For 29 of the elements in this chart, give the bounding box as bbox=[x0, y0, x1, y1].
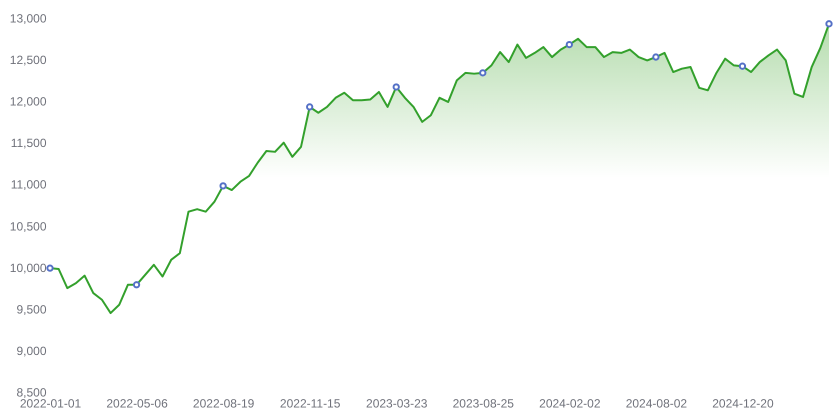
y-tick-label: 11,500 bbox=[10, 136, 47, 150]
point bbox=[825, 20, 833, 28]
y-tick-label: 12,500 bbox=[10, 53, 47, 68]
x-tick-label: 2022-08-19 bbox=[192, 396, 255, 410]
point bbox=[479, 69, 486, 76]
x-tick-label: 2023-08-25 bbox=[452, 396, 514, 410]
x-tick-label: 2022-05-06 bbox=[106, 396, 168, 410]
y-tick-label: 9,000 bbox=[16, 344, 47, 358]
point bbox=[46, 264, 54, 272]
x-tick-label: 2024-12-20 bbox=[712, 396, 774, 410]
y-tick-label: 12,000 bbox=[10, 94, 47, 109]
y-tick-label: 11,000 bbox=[10, 178, 47, 192]
y-tick-label: 10,500 bbox=[10, 219, 47, 234]
point bbox=[306, 103, 314, 111]
point bbox=[219, 182, 227, 190]
y-tick-label: 9,500 bbox=[16, 302, 47, 316]
x-tick-label: 2024-02-02 bbox=[539, 396, 601, 410]
y-tick-label: 8,500 bbox=[16, 386, 47, 400]
x-tick-label: 2022-01-01 bbox=[20, 396, 82, 410]
y-tick-label: 10,000 bbox=[10, 260, 47, 275]
point bbox=[652, 53, 660, 61]
x-tick-label: 2022-11-15 bbox=[280, 396, 341, 410]
x-tick-label: 2023-03-23 bbox=[366, 396, 428, 410]
point bbox=[566, 40, 573, 48]
y-tick-label: 13,000 bbox=[10, 12, 47, 26]
point bbox=[738, 62, 746, 70]
point bbox=[392, 83, 400, 91]
x-tick-label: 2024-08-02 bbox=[626, 396, 688, 410]
point bbox=[132, 281, 140, 288]
